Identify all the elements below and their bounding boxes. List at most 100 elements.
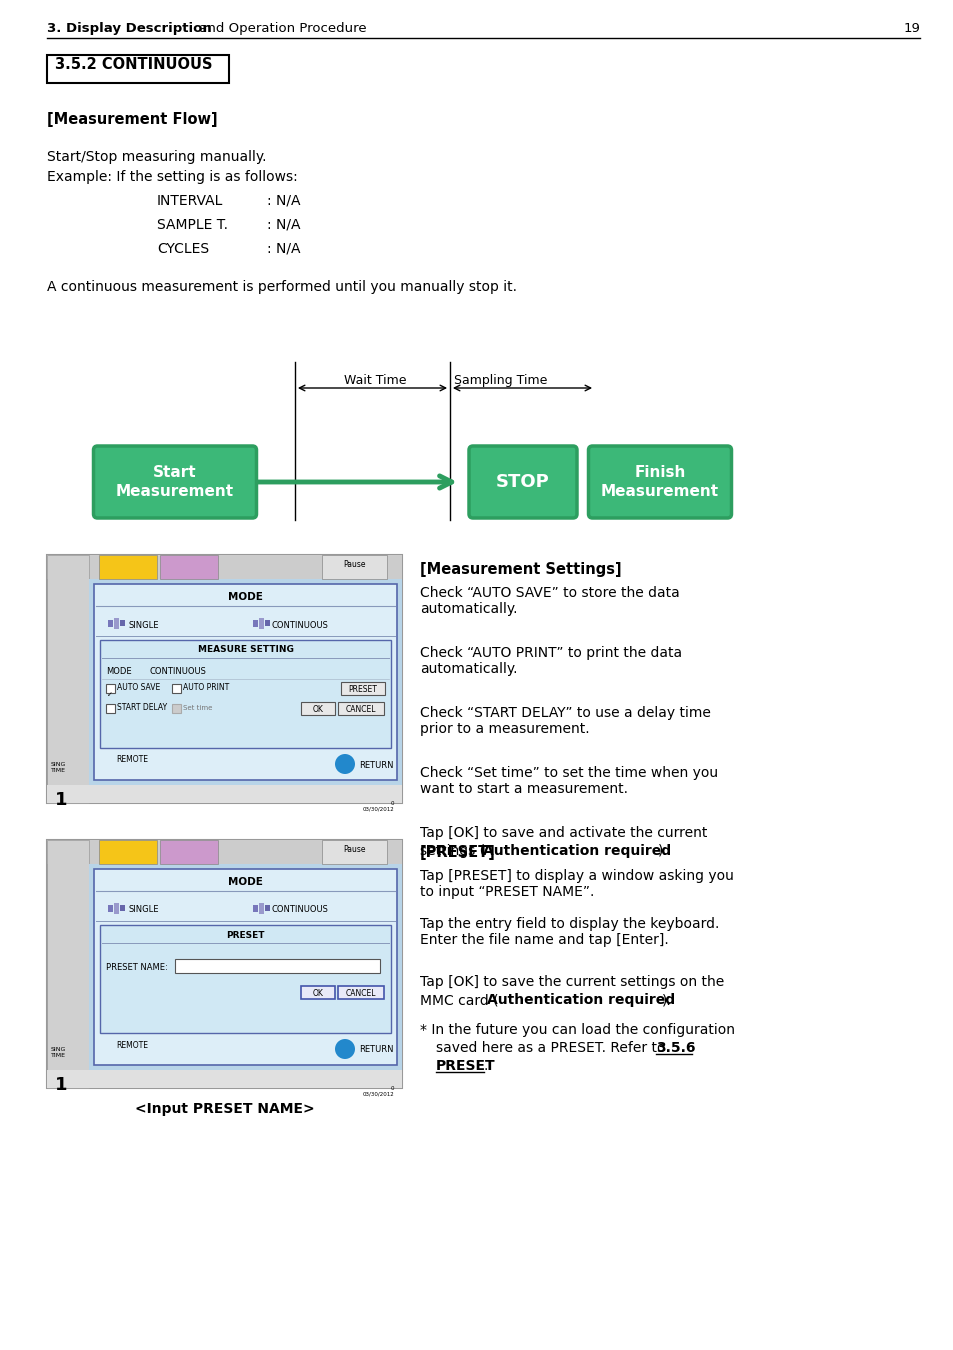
Circle shape bbox=[335, 1040, 355, 1058]
Bar bbox=[47, 840, 89, 1088]
Bar bbox=[340, 682, 385, 695]
FancyBboxPatch shape bbox=[93, 446, 256, 518]
Bar bbox=[160, 840, 218, 864]
Text: 19: 19 bbox=[902, 22, 919, 35]
Text: MODE: MODE bbox=[228, 878, 263, 887]
Bar bbox=[47, 840, 401, 1088]
Text: Example: If the setting is as follows:: Example: If the setting is as follows: bbox=[47, 170, 297, 184]
Text: 1: 1 bbox=[55, 1076, 68, 1094]
Text: SING
TIME: SING TIME bbox=[51, 1046, 67, 1058]
Bar bbox=[108, 620, 112, 626]
Bar bbox=[99, 840, 157, 864]
Text: START DELAY: START DELAY bbox=[117, 703, 167, 713]
Bar bbox=[265, 620, 271, 626]
Text: CYCLES: CYCLES bbox=[157, 242, 209, 256]
Text: Sampling Time: Sampling Time bbox=[454, 374, 547, 387]
Text: [Measurement Flow]: [Measurement Flow] bbox=[47, 112, 217, 127]
Bar bbox=[337, 986, 384, 999]
Text: PRESET: PRESET bbox=[348, 684, 377, 694]
Text: PRESET: PRESET bbox=[436, 1058, 496, 1073]
Text: Authentication required: Authentication required bbox=[486, 994, 675, 1007]
Bar bbox=[259, 903, 264, 914]
Bar bbox=[47, 555, 401, 579]
Bar bbox=[47, 555, 401, 803]
Bar bbox=[89, 864, 401, 1071]
Text: [Measurement Settings]: [Measurement Settings] bbox=[419, 562, 621, 576]
Text: [PRESET]: [PRESET] bbox=[419, 845, 496, 860]
Bar bbox=[113, 617, 119, 629]
Text: 1: 1 bbox=[55, 791, 68, 809]
Text: Tap [OK] to save and activate the current: Tap [OK] to save and activate the curren… bbox=[419, 826, 706, 840]
Bar bbox=[47, 555, 89, 803]
Text: * In the future you can load the configuration: * In the future you can load the configu… bbox=[419, 1023, 734, 1037]
Bar bbox=[301, 986, 335, 999]
Text: Tap [OK] to save the current settings on the: Tap [OK] to save the current settings on… bbox=[419, 975, 723, 990]
Bar bbox=[47, 784, 401, 803]
Text: SAMPLE T.: SAMPLE T. bbox=[157, 217, 228, 232]
Text: RETURN: RETURN bbox=[358, 1045, 393, 1054]
Text: Check “START DELAY” to use a delay time
prior to a measurement.: Check “START DELAY” to use a delay time … bbox=[419, 706, 710, 736]
Text: : N/A: : N/A bbox=[267, 217, 300, 232]
Text: MMC card (: MMC card ( bbox=[419, 994, 498, 1007]
Bar bbox=[174, 958, 379, 973]
Text: CANCEL: CANCEL bbox=[345, 705, 375, 714]
Text: Check “AUTO SAVE” to store the data
automatically.: Check “AUTO SAVE” to store the data auto… bbox=[419, 586, 679, 616]
FancyBboxPatch shape bbox=[47, 55, 229, 82]
Text: MODE: MODE bbox=[106, 667, 132, 675]
Text: Pause: Pause bbox=[343, 560, 366, 568]
Text: REMOTE: REMOTE bbox=[116, 1041, 148, 1049]
Bar bbox=[301, 702, 335, 716]
Bar bbox=[113, 903, 119, 914]
Bar bbox=[337, 702, 384, 716]
Text: 3.5.6: 3.5.6 bbox=[656, 1041, 695, 1054]
Text: ).: ). bbox=[661, 994, 671, 1007]
Bar bbox=[172, 703, 181, 713]
Bar bbox=[94, 869, 396, 1065]
Text: SINGLE: SINGLE bbox=[129, 906, 159, 914]
Circle shape bbox=[335, 755, 355, 774]
Bar bbox=[106, 703, 115, 713]
Text: Authentication required: Authentication required bbox=[482, 844, 670, 859]
Bar bbox=[322, 555, 387, 579]
Text: Check “AUTO PRINT” to print the data
automatically.: Check “AUTO PRINT” to print the data aut… bbox=[419, 647, 681, 676]
Bar bbox=[100, 640, 391, 748]
Text: Start/Stop measuring manually.: Start/Stop measuring manually. bbox=[47, 150, 266, 163]
Text: settings (: settings ( bbox=[419, 844, 485, 859]
Text: Set time: Set time bbox=[183, 705, 213, 711]
Bar bbox=[47, 840, 401, 864]
Bar bbox=[259, 617, 264, 629]
Bar bbox=[108, 904, 112, 911]
Text: AUTO PRINT: AUTO PRINT bbox=[183, 683, 229, 693]
Text: PRESET: PRESET bbox=[226, 930, 265, 940]
Bar bbox=[160, 555, 218, 579]
Text: and Operation Procedure: and Operation Procedure bbox=[194, 22, 366, 35]
Bar bbox=[100, 925, 391, 1033]
Bar bbox=[99, 555, 157, 579]
Bar bbox=[89, 579, 401, 784]
Text: .: . bbox=[483, 1058, 488, 1073]
Text: MODE: MODE bbox=[228, 593, 263, 602]
Text: Tap the entry field to display the keyboard.
Enter the file name and tap [Enter]: Tap the entry field to display the keybo… bbox=[419, 917, 719, 948]
Text: 0
03/30/2012: 0 03/30/2012 bbox=[362, 1085, 394, 1096]
Text: CONTINUOUS: CONTINUOUS bbox=[272, 906, 328, 914]
Text: Wait Time: Wait Time bbox=[344, 374, 407, 387]
Text: Check “Set time” to set the time when you
want to start a measurement.: Check “Set time” to set the time when yo… bbox=[419, 765, 718, 796]
Text: <Input PRESET NAME>: <Input PRESET NAME> bbox=[134, 1102, 314, 1116]
Text: CONTINUOUS: CONTINUOUS bbox=[272, 621, 328, 629]
Text: A continuous measurement is performed until you manually stop it.: A continuous measurement is performed un… bbox=[47, 279, 517, 294]
Text: STOP: STOP bbox=[496, 472, 549, 491]
Text: Tap [PRESET] to display a window asking you
to input “PRESET NAME”.: Tap [PRESET] to display a window asking … bbox=[419, 869, 733, 899]
Bar bbox=[265, 904, 271, 911]
Text: OK: OK bbox=[313, 988, 323, 998]
Text: : N/A: : N/A bbox=[267, 194, 300, 208]
Text: Finish
Measurement: Finish Measurement bbox=[600, 466, 719, 498]
Text: REMOTE: REMOTE bbox=[116, 756, 148, 764]
Text: PRESET NAME:: PRESET NAME: bbox=[106, 963, 168, 972]
Text: : N/A: : N/A bbox=[267, 242, 300, 256]
Bar bbox=[47, 1071, 401, 1088]
Text: AUTO SAVE: AUTO SAVE bbox=[117, 683, 160, 693]
Bar bbox=[172, 684, 181, 693]
Bar bbox=[120, 620, 125, 626]
Text: SINGLE: SINGLE bbox=[129, 621, 159, 629]
Text: CONTINUOUS: CONTINUOUS bbox=[150, 667, 207, 675]
